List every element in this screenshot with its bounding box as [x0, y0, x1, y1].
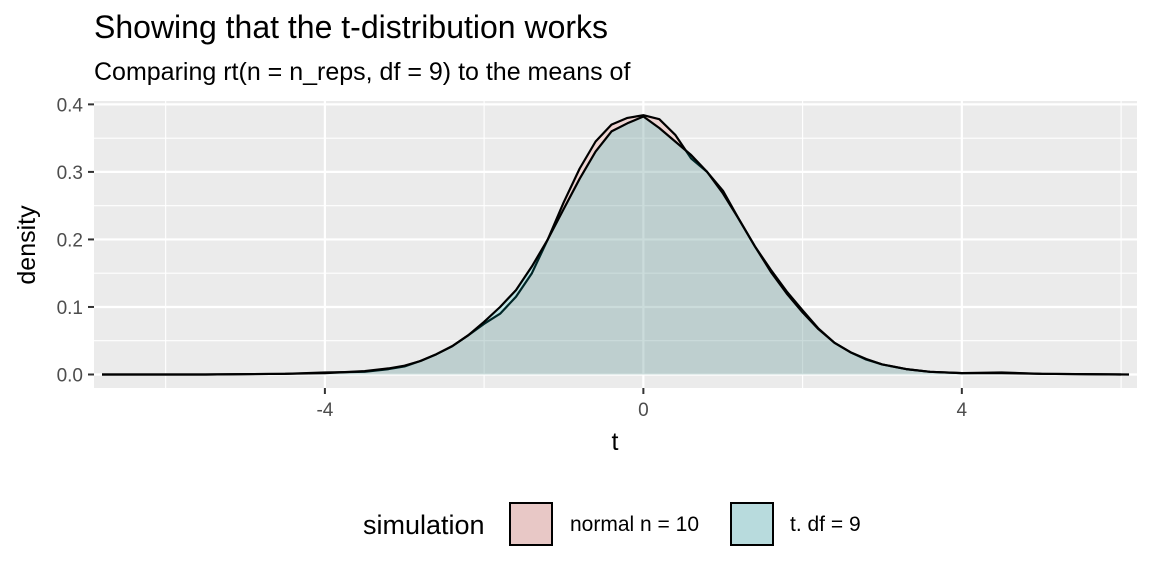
chart-subtitle: Comparing rt(n = n_reps, df = 9) to the …	[94, 58, 630, 86]
y-tick-label: 0.3	[57, 163, 83, 184]
x-tick-label: -4	[316, 400, 333, 421]
legend: simulation normal n = 10 t. df = 9	[363, 502, 861, 546]
y-tick-label: 0.1	[57, 298, 83, 319]
density-area-t	[102, 116, 1129, 375]
legend-swatch-t	[730, 502, 774, 546]
y-tick-label: 0.2	[57, 230, 83, 251]
series-layer	[102, 114, 1130, 376]
legend-swatch-normal	[509, 502, 553, 546]
x-axis-title: t	[612, 428, 619, 456]
x-tick-label: 4	[957, 400, 968, 421]
y-axis-title: density	[13, 205, 41, 285]
y-tick-label: 0.0	[57, 365, 83, 386]
density-area-normal	[102, 115, 1122, 375]
x-axis: -4 0 4	[316, 388, 968, 421]
y-axis: 0.0 0.1 0.2 0.3 0.4	[57, 95, 94, 386]
legend-label-normal: normal n = 10	[570, 513, 699, 536]
chart-title: Showing that the t-distribution works	[94, 9, 608, 45]
x-tick-label: 0	[638, 400, 649, 421]
legend-label-t: t. df = 9	[790, 513, 861, 536]
plot-panel	[94, 101, 1137, 388]
legend-title: simulation	[363, 510, 485, 540]
grid-minor	[94, 101, 1137, 388]
y-tick-label: 0.4	[57, 95, 84, 116]
density-line-t	[102, 115, 1130, 376]
